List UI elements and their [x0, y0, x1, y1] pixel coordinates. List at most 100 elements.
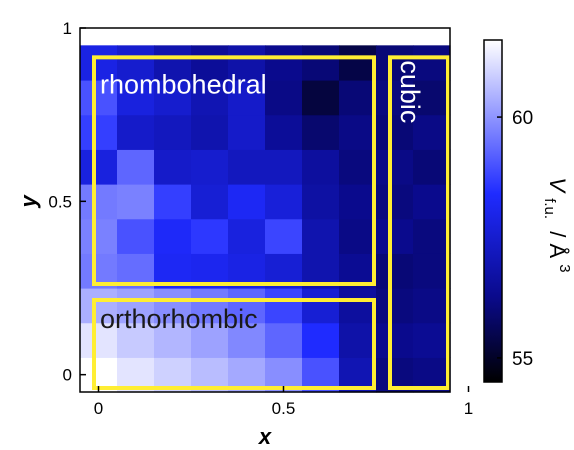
colorbar-label-main: V — [545, 177, 570, 194]
heatmap-cell — [117, 322, 155, 358]
heatmap-cell — [191, 114, 229, 150]
heatmap-cell — [413, 253, 451, 289]
heatmap-cell — [376, 288, 414, 324]
colorbar-label: V f.u. / Å 3 — [540, 177, 573, 272]
region-outline — [388, 55, 450, 390]
y-tick-label: 1 — [63, 19, 72, 38]
region-label-rhombohedral: rhombohedral — [100, 69, 267, 99]
heatmap-cell — [265, 45, 303, 81]
heatmap-cell — [191, 218, 229, 254]
heatmap-cell — [265, 114, 303, 150]
heatmap-cell — [339, 218, 377, 254]
heatmap-cell — [302, 80, 340, 116]
colorbar-label-slash: / — [545, 231, 570, 243]
heatmap-cell — [228, 322, 266, 358]
heatmap-cell — [265, 149, 303, 185]
heatmap-cell — [265, 218, 303, 254]
heatmap-cell — [80, 45, 118, 81]
heatmap-cell — [376, 114, 414, 150]
heatmap-cell — [302, 288, 340, 324]
heatmap-cell — [339, 80, 377, 116]
heatmap-cell — [154, 322, 192, 358]
heatmap-cell — [376, 149, 414, 185]
axis-ticks: 0 0.5 1 0 0.5 1 — [48, 19, 473, 418]
heatmap-cell — [80, 288, 118, 324]
colorbar-tick-label: 60 — [512, 108, 533, 129]
heatmap-cell — [302, 184, 340, 220]
heatmap-cell — [154, 184, 192, 220]
heatmap-cell — [154, 114, 192, 150]
heatmap-cell — [339, 45, 377, 81]
heatmap-cell — [413, 184, 451, 220]
heatmap-cell — [376, 184, 414, 220]
region-outline — [92, 55, 376, 287]
colorbar-label-unit: Å — [545, 243, 570, 258]
heatmap-cell — [413, 288, 451, 324]
heatmap-cell — [154, 218, 192, 254]
heatmap-cell — [117, 45, 155, 81]
heatmap-cell — [413, 149, 451, 185]
x-tick-label: 1 — [464, 399, 473, 418]
heatmap-cell — [117, 288, 155, 324]
x-tick-label: 0 — [94, 399, 103, 418]
heatmap-cell — [191, 149, 229, 185]
heatmap-cell — [339, 114, 377, 150]
heatmap-cell — [413, 322, 451, 358]
colorbar-label-exp: 3 — [556, 264, 573, 272]
y-tick-label: 0.5 — [48, 192, 72, 211]
heatmap-cell — [376, 218, 414, 254]
heatmap-cell — [228, 184, 266, 220]
heatmap-cell — [191, 80, 229, 116]
heatmap-cell — [265, 322, 303, 358]
colorbar-label-sub: f.u. — [541, 198, 558, 219]
heatmap-cell — [117, 114, 155, 150]
phase-regions: rhombohedral orthorhombic cubic — [92, 55, 450, 390]
heatmap-cell — [80, 322, 118, 358]
heatmap-cell — [154, 80, 192, 116]
heatmap-cell — [339, 149, 377, 185]
heatmap-cell — [376, 45, 414, 81]
heatmap-cell — [80, 149, 118, 185]
heatmap-cell — [302, 322, 340, 358]
heatmap-cell — [117, 149, 155, 185]
heatmap-cell — [117, 218, 155, 254]
heatmap-cell — [302, 45, 340, 81]
colorbar-tick-label: 55 — [512, 349, 533, 370]
heatmap-cell — [228, 80, 266, 116]
heatmap-cell — [265, 184, 303, 220]
heatmap-cell — [80, 80, 118, 116]
heatmap-cell — [376, 322, 414, 358]
colorbar: 60 55 — [483, 39, 533, 383]
heatmap-cell — [191, 184, 229, 220]
heatmap-cell — [154, 45, 192, 81]
region-outline — [92, 298, 376, 390]
region-label-orthorhombic: orthorhombic — [100, 304, 258, 334]
heatmap-cell — [339, 288, 377, 324]
heatmap-cell — [302, 149, 340, 185]
heatmap-cell — [265, 80, 303, 116]
heatmap-cell — [228, 149, 266, 185]
heatmap-cell — [117, 184, 155, 220]
x-tick-label: 0.5 — [272, 399, 296, 418]
heatmap-cell — [228, 288, 266, 324]
heatmap-cell — [191, 45, 229, 81]
heatmap-cell — [339, 322, 377, 358]
heatmap-cell — [117, 80, 155, 116]
heatmap-cell — [228, 218, 266, 254]
y-axis-label: y — [16, 193, 41, 208]
heatmap-cell — [228, 114, 266, 150]
heatmap-cell — [413, 80, 451, 116]
heatmap-cell — [265, 288, 303, 324]
colorbar-gradient — [483, 39, 503, 383]
region-label-cubic: cubic — [395, 60, 425, 123]
heatmap-cell — [80, 184, 118, 220]
heatmap-cell — [302, 218, 340, 254]
heatmap-cell — [302, 114, 340, 150]
x-axis-label: x — [258, 424, 272, 449]
heatmap-cell — [413, 45, 451, 81]
heatmap-cell — [191, 288, 229, 324]
heatmap-cell — [154, 288, 192, 324]
heatmap-cell — [413, 218, 451, 254]
y-tick-label: 0 — [63, 366, 72, 385]
